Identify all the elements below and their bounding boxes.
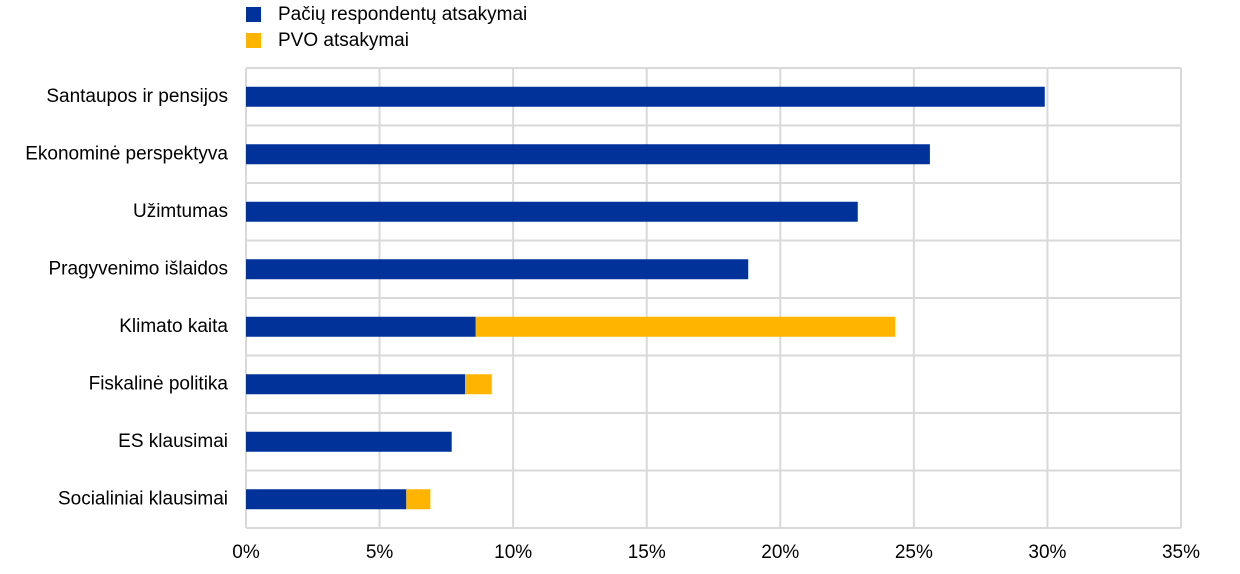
bar-segment <box>246 431 452 452</box>
bar-segment <box>246 259 749 280</box>
x-tick-label: 10% <box>494 542 532 563</box>
x-tick-label: 25% <box>895 542 933 563</box>
bar-segment <box>475 316 896 337</box>
bar-segment <box>246 144 930 165</box>
bar-segment <box>246 489 407 510</box>
legend-label: PVO atsakymai <box>278 30 409 51</box>
x-tick-label: 35% <box>1162 542 1200 563</box>
legend-swatch <box>246 7 261 22</box>
bar-segment <box>246 374 466 395</box>
legend-label: Pačių respondentų atsakymai <box>278 4 527 25</box>
bar-segment <box>246 86 1045 107</box>
bar-segment <box>246 316 476 337</box>
x-tick-label: 15% <box>628 542 666 563</box>
bar-segment <box>465 374 492 395</box>
bar-segment <box>246 201 858 222</box>
legend-swatch <box>246 33 261 48</box>
y-tick-label: Užimtumas <box>133 201 228 222</box>
y-tick-label: Klimato kaita <box>119 316 228 337</box>
x-tick-label: 0% <box>232 542 260 563</box>
x-tick-label: 5% <box>366 542 394 563</box>
y-tick-label: Ekonominė perspektyva <box>25 143 228 164</box>
y-tick-label: Fiskalinė politika <box>89 373 229 394</box>
x-tick-label: 20% <box>761 542 799 563</box>
x-tick-label: 30% <box>1028 542 1066 563</box>
y-tick-label: Pragyvenimo išlaidos <box>48 258 228 279</box>
y-tick-label: ES klausimai <box>118 431 228 452</box>
bar-segment <box>406 489 431 510</box>
y-tick-label: Santaupos ir pensijos <box>46 86 228 107</box>
y-tick-label: Socialiniai klausimai <box>58 488 228 509</box>
